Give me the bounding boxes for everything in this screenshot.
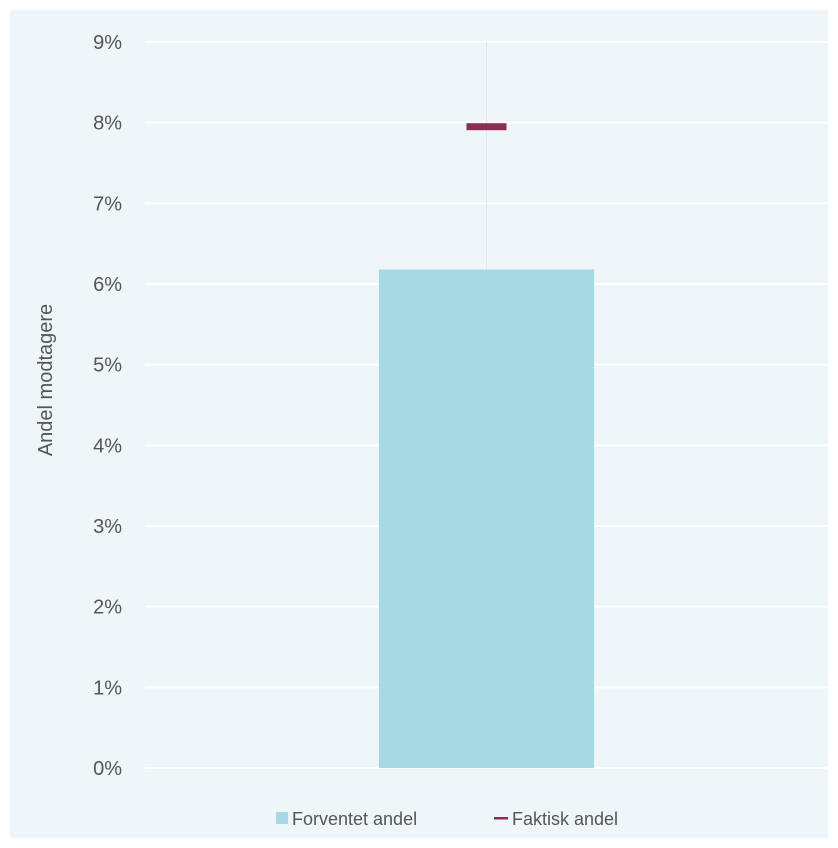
y-tick-label: 8% <box>93 113 122 135</box>
legend-swatch-faktisk <box>494 817 508 820</box>
y-tick-label: 0% <box>93 758 122 780</box>
chart-panel: 0% 1% 2% 3% 4% 5% 6% 7% 8% 9% Andel modtagere For… <box>10 10 828 838</box>
y-tick-label: 3% <box>93 516 122 538</box>
tick-layer: 0% 1% 2% 3% 4% 5% 6% 7% 8% 9% <box>93 32 122 780</box>
y-tick-label: 4% <box>93 435 122 457</box>
legend-swatch-forventet <box>276 812 288 824</box>
bar-forventet-andel <box>378 269 595 768</box>
marker-faktisk-andel <box>466 123 507 131</box>
legend: Forventet andel Faktisk andel <box>276 809 618 829</box>
y-tick-label: 7% <box>93 193 122 215</box>
y-axis-title: Andel modtagere <box>35 304 57 456</box>
y-tick-label: 5% <box>93 355 122 377</box>
y-tick-label: 9% <box>93 32 122 54</box>
legend-label-faktisk: Faktisk andel <box>512 809 618 829</box>
y-tick-label: 6% <box>93 274 122 296</box>
y-tick-label: 2% <box>93 597 122 619</box>
y-tick-label: 1% <box>93 677 122 699</box>
legend-label-forventet: Forventet andel <box>292 809 417 829</box>
mark-layer <box>378 42 595 768</box>
chart-svg: 0% 1% 2% 3% 4% 5% 6% 7% 8% 9% Andel modtagere For… <box>35 32 828 829</box>
